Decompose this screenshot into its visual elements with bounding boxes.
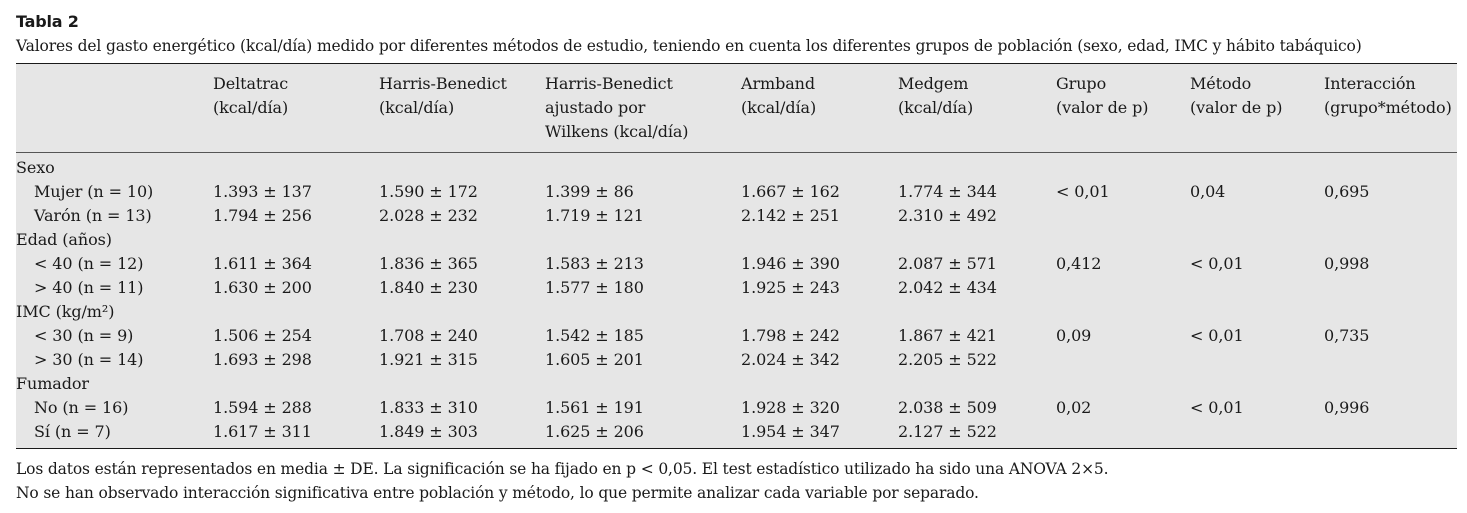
table-caption-text: Valores del gasto energético (kcal/día) … <box>16 37 1362 55</box>
group-label: IMC (kg/m²) <box>16 302 115 321</box>
metodo-p-value: < 0,01 <box>1190 254 1244 273</box>
column-header: Método (valor de p) <box>1190 72 1282 120</box>
table-cell: 2.038 ± 509 <box>898 398 997 417</box>
column-header-line: (kcal/día) <box>213 98 289 117</box>
row-label: Varón (n = 13) <box>34 206 152 225</box>
metodo-p-value: 0,04 <box>1190 182 1226 201</box>
table-cell: 1.798 ± 242 <box>741 326 840 345</box>
header-divider <box>16 152 1457 153</box>
metodo-p-value: < 0,01 <box>1190 398 1244 417</box>
column-header-line: Grupo <box>1056 74 1107 93</box>
table-cell: 2.042 ± 434 <box>898 278 997 297</box>
table-cell: 1.630 ± 200 <box>213 278 312 297</box>
table-cell: 1.625 ± 206 <box>545 422 644 441</box>
column-header-line: (kcal/día) <box>379 98 455 117</box>
column-header-line: (grupo*método) <box>1324 98 1452 117</box>
row-label: No (n = 16) <box>34 398 129 417</box>
table-note: No se han observado interacción signific… <box>16 484 979 502</box>
table-cell: 2.024 ± 342 <box>741 350 840 369</box>
column-header-line: Harris-Benedict <box>379 74 507 93</box>
table-cell: 1.399 ± 86 <box>545 182 634 201</box>
table-cell: 1.667 ± 162 <box>741 182 840 201</box>
grupo-p-value: 0,412 <box>1056 254 1102 273</box>
column-header-line: (valor de p) <box>1190 98 1283 117</box>
table-cell: 1.577 ± 180 <box>545 278 644 297</box>
group-label: Edad (años) <box>16 230 112 249</box>
column-header-line: Interacción <box>1324 74 1416 93</box>
table-cell: 1.542 ± 185 <box>545 326 644 345</box>
table-cell: 1.954 ± 347 <box>741 422 840 441</box>
interaccion-value: 0,998 <box>1324 254 1370 273</box>
table-caption-label: Tabla 2 <box>16 12 79 31</box>
table-cell: 1.561 ± 191 <box>545 398 644 417</box>
column-header: Harris-Benedict (kcal/día) <box>379 72 507 120</box>
table-cell: 1.708 ± 240 <box>379 326 478 345</box>
table-cell: 1.605 ± 201 <box>545 350 644 369</box>
column-header: Harris-Benedict ajustado por Wilkens (kcal… <box>545 72 689 144</box>
table-cell: 1.393 ± 137 <box>213 182 312 201</box>
table-cell: 1.946 ± 390 <box>741 254 840 273</box>
table-cell: 1.840 ± 230 <box>379 278 478 297</box>
row-label: > 30 (n = 14) <box>34 350 144 369</box>
table-cell: 1.719 ± 121 <box>545 206 644 225</box>
column-header: Armband (kcal/día) <box>741 72 816 120</box>
data-table: Deltatrac (kcal/día) Harris-Benedict (kcal/… <box>16 63 1457 449</box>
table-cell: 1.617 ± 311 <box>213 422 312 441</box>
column-header-line: (kcal/día) <box>741 98 817 117</box>
table-cell: 1.590 ± 172 <box>379 182 478 201</box>
group-label: Sexo <box>16 158 55 177</box>
row-label: Mujer (n = 10) <box>34 182 154 201</box>
table-cell: 2.127 ± 522 <box>898 422 997 441</box>
table-cell: 1.611 ± 364 <box>213 254 312 273</box>
interaccion-value: 0,996 <box>1324 398 1370 417</box>
row-label: < 40 (n = 12) <box>34 254 144 273</box>
column-header-line: Harris-Benedict <box>545 74 673 93</box>
table-cell: 2.028 ± 232 <box>379 206 478 225</box>
column-header-line: Método <box>1190 74 1252 93</box>
table-cell: 2.087 ± 571 <box>898 254 997 273</box>
column-header: Grupo (valor de p) <box>1056 72 1148 120</box>
row-label: Sí (n = 7) <box>34 422 111 441</box>
table-cell: 1.833 ± 310 <box>379 398 478 417</box>
metodo-p-value: < 0,01 <box>1190 326 1244 345</box>
grupo-p-value: < 0,01 <box>1056 182 1110 201</box>
column-header-line: Wilkens (kcal/día) <box>545 122 689 141</box>
column-header: Deltatrac (kcal/día) <box>213 72 288 120</box>
table-cell: 1.925 ± 243 <box>741 278 840 297</box>
table-note: Los datos están representados en media ±… <box>16 460 1109 478</box>
interaccion-value: 0,735 <box>1324 326 1370 345</box>
table-cell: 1.506 ± 254 <box>213 326 312 345</box>
table-cell: 2.310 ± 492 <box>898 206 997 225</box>
column-header: Medgem (kcal/día) <box>898 72 973 120</box>
interaccion-value: 0,695 <box>1324 182 1370 201</box>
table-cell: 2.142 ± 251 <box>741 206 840 225</box>
table-cell: 1.594 ± 288 <box>213 398 312 417</box>
table-cell: 1.921 ± 315 <box>379 350 478 369</box>
table-cell: 1.693 ± 298 <box>213 350 312 369</box>
column-header-line: Armband <box>741 74 816 93</box>
column-header-line: (kcal/día) <box>898 98 974 117</box>
column-header-line: Deltatrac <box>213 74 289 93</box>
column-header-line: (valor de p) <box>1056 98 1149 117</box>
group-label: Fumador <box>16 374 89 393</box>
grupo-p-value: 0,09 <box>1056 326 1092 345</box>
table-cell: 1.794 ± 256 <box>213 206 312 225</box>
row-label: > 40 (n = 11) <box>34 278 144 297</box>
column-header-line: ajustado por <box>545 98 646 117</box>
table-cell: 1.867 ± 421 <box>898 326 997 345</box>
table-cell: 1.836 ± 365 <box>379 254 478 273</box>
table-cell: 1.583 ± 213 <box>545 254 644 273</box>
row-label: < 30 (n = 9) <box>34 326 134 345</box>
table-notes: Los datos están representados en media ±… <box>16 457 1109 505</box>
table-cell: 2.205 ± 522 <box>898 350 997 369</box>
table-cell: 1.928 ± 320 <box>741 398 840 417</box>
grupo-p-value: 0,02 <box>1056 398 1092 417</box>
column-header: Interacción (grupo*método) <box>1324 72 1452 120</box>
table-cell: 1.774 ± 344 <box>898 182 997 201</box>
column-header-line: Medgem <box>898 74 969 93</box>
table-cell: 1.849 ± 303 <box>379 422 478 441</box>
